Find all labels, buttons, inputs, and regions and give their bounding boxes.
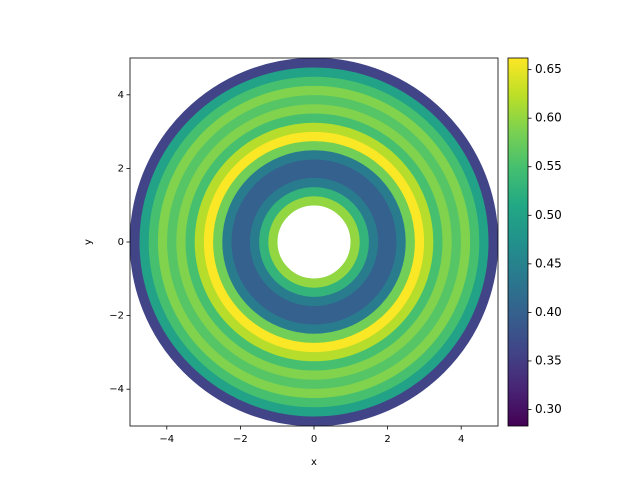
- ring: [166, 94, 462, 390]
- colorbar-tick-label: 0.60: [535, 111, 562, 125]
- colorbar-tick-label: 0.65: [535, 62, 562, 76]
- ring: [184, 112, 444, 372]
- x-axis-label: x: [311, 457, 317, 468]
- ring: [130, 58, 498, 426]
- y-tick-label: −2: [109, 311, 124, 322]
- x-tick-label: −2: [233, 434, 248, 445]
- colorbar-tick-label: 0.35: [535, 353, 562, 367]
- ring: [212, 140, 416, 344]
- y-tick-label: 2: [118, 163, 124, 174]
- ring: [258, 186, 370, 298]
- ring: [249, 177, 379, 307]
- y-tick-label: 0: [118, 237, 124, 248]
- ring: [138, 66, 490, 418]
- colorbar-tick-label: 0.30: [535, 402, 562, 416]
- ring: [230, 158, 398, 326]
- colorbar-tick-label: 0.45: [535, 256, 562, 270]
- ring: [240, 168, 388, 316]
- colorbar-tick-label: 0.50: [535, 208, 562, 222]
- ring: [157, 85, 471, 399]
- y-axis-label: y: [83, 239, 94, 245]
- ring: [194, 122, 434, 362]
- colorbar-tick-label: 0.40: [535, 305, 562, 319]
- y-tick-label: −4: [109, 384, 124, 395]
- y-tick-label: 4: [118, 90, 124, 101]
- heatmap: [130, 58, 498, 426]
- colorbar-tick-label: 0.55: [535, 159, 562, 173]
- colorbar: [507, 57, 529, 427]
- x-tick-label: −4: [159, 434, 174, 445]
- ring: [267, 195, 361, 289]
- ring: [221, 149, 407, 335]
- x-tick-label: 2: [384, 434, 390, 445]
- ring: [203, 131, 425, 353]
- ring: [148, 76, 480, 408]
- x-tick-label: 0: [311, 434, 317, 445]
- x-tick-label: 4: [458, 434, 464, 445]
- ring: [175, 103, 453, 381]
